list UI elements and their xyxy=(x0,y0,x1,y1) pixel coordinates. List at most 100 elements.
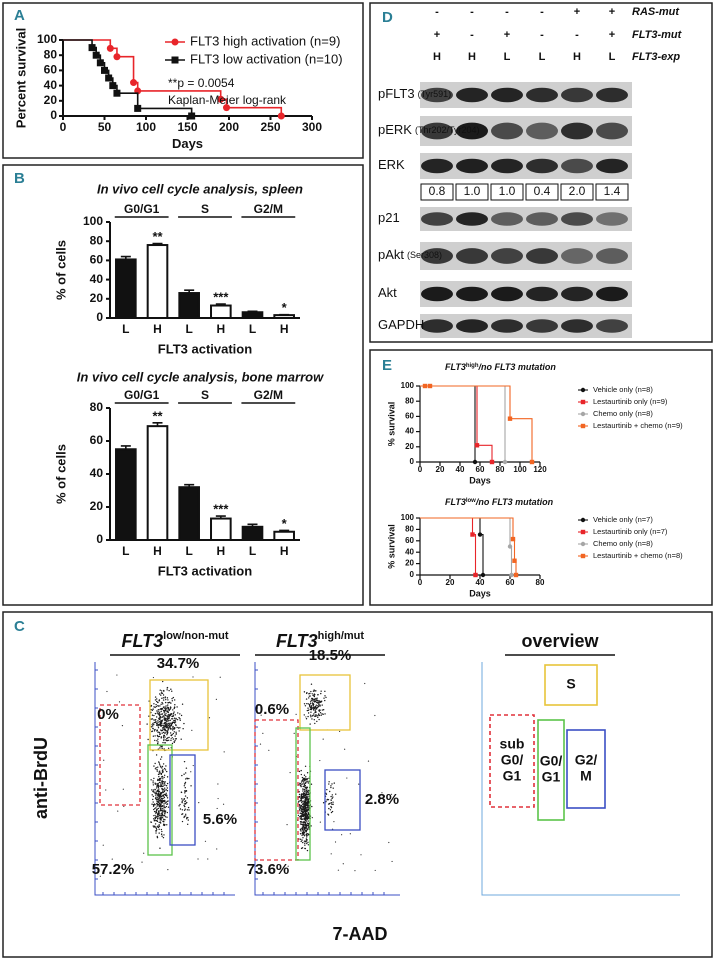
event-dot xyxy=(156,829,158,831)
event-dot xyxy=(303,829,305,832)
group-label: S xyxy=(201,388,209,402)
event-dot xyxy=(178,730,180,732)
x-tick-label: 20 xyxy=(446,578,455,587)
event-dot xyxy=(154,696,157,698)
x-axis-label: Days xyxy=(172,136,203,151)
event-dot xyxy=(310,702,312,705)
event-dot xyxy=(121,725,124,727)
event-dot xyxy=(305,792,307,794)
event-dot xyxy=(157,720,159,722)
event-dot xyxy=(164,742,166,744)
group-label: G2/M xyxy=(254,202,283,216)
row-label: pFLT3 (Tyr591) xyxy=(378,86,451,101)
event-dot xyxy=(158,775,160,778)
event-dot xyxy=(304,817,306,819)
event-dot xyxy=(321,704,323,706)
gate-g1 xyxy=(147,744,173,856)
event-dot xyxy=(300,847,303,850)
event-dot xyxy=(163,715,165,717)
event-dot xyxy=(330,811,333,814)
event-dot xyxy=(306,702,308,705)
event-dot xyxy=(123,805,125,807)
event-dot xyxy=(165,714,167,717)
event-dot xyxy=(169,719,171,722)
event-dot xyxy=(344,748,346,750)
band xyxy=(491,248,523,264)
event-dot xyxy=(154,739,156,742)
event-dot xyxy=(304,799,307,802)
event-dot xyxy=(186,801,188,804)
event-dot xyxy=(158,824,160,826)
event-dot xyxy=(153,777,155,780)
event-dot xyxy=(307,814,309,816)
event-dot xyxy=(171,722,173,725)
event-dot xyxy=(182,728,184,730)
event-dot xyxy=(167,699,169,701)
event-dot xyxy=(198,802,200,804)
event-dot xyxy=(170,737,172,740)
event-dot xyxy=(321,713,323,715)
event-dot xyxy=(179,718,181,720)
event-dot xyxy=(303,780,305,782)
event-dot xyxy=(161,727,164,729)
y-tick-label: 60 xyxy=(405,536,414,545)
survival-line xyxy=(420,385,533,462)
flow-title: FLT3high/mut xyxy=(276,630,364,651)
event-dot xyxy=(306,709,309,712)
event-dot xyxy=(158,781,161,784)
event-dot xyxy=(322,713,324,715)
event-dot xyxy=(166,697,169,699)
band xyxy=(561,212,593,226)
event-dot xyxy=(312,694,314,696)
event-dot xyxy=(170,688,172,690)
event-dot xyxy=(303,833,305,836)
event-dot xyxy=(306,825,308,827)
lane-header: L xyxy=(539,51,546,63)
event-dot xyxy=(151,724,153,726)
event-dot xyxy=(304,782,307,784)
event-dot xyxy=(154,794,157,796)
event-dot xyxy=(156,783,158,785)
event-dot xyxy=(161,798,163,800)
event-dot xyxy=(165,724,168,726)
event-dot xyxy=(157,796,159,798)
event-dot xyxy=(168,713,170,716)
event-dot xyxy=(160,802,163,804)
event-dot xyxy=(155,792,158,795)
event-dot xyxy=(161,810,163,812)
event-dot xyxy=(166,816,168,818)
event-dot xyxy=(342,863,344,865)
event-dot xyxy=(152,790,154,793)
event-dot xyxy=(307,844,310,846)
event-dot xyxy=(171,736,173,739)
event-dot xyxy=(153,719,155,721)
y-tick-label: 40 xyxy=(90,272,104,286)
event-dot xyxy=(150,726,153,728)
event-dot xyxy=(301,806,303,808)
y-tick-label: 100 xyxy=(401,513,415,522)
lane-header: - xyxy=(470,6,474,18)
marker xyxy=(529,459,535,465)
panel-label: B xyxy=(14,170,25,187)
event-dot xyxy=(161,816,164,819)
event-dot xyxy=(317,693,319,696)
bar xyxy=(241,525,264,541)
legend-marker xyxy=(580,541,586,547)
event-dot xyxy=(169,725,171,727)
event-dot xyxy=(301,809,304,811)
event-dot xyxy=(319,709,321,711)
event-dot xyxy=(305,836,308,838)
event-dot xyxy=(314,722,316,725)
overview-label: G1 xyxy=(542,769,561,785)
x-tick-label: L xyxy=(122,322,129,336)
event-dot xyxy=(302,803,304,806)
ratio-box xyxy=(455,183,489,201)
event-dot xyxy=(173,717,176,719)
marker xyxy=(96,59,104,67)
x-tick-label: H xyxy=(280,544,289,558)
event-dot xyxy=(304,818,306,820)
event-dot xyxy=(157,800,159,803)
event-dot xyxy=(304,821,307,823)
event-dot xyxy=(303,703,306,705)
overview-gate xyxy=(489,714,535,808)
